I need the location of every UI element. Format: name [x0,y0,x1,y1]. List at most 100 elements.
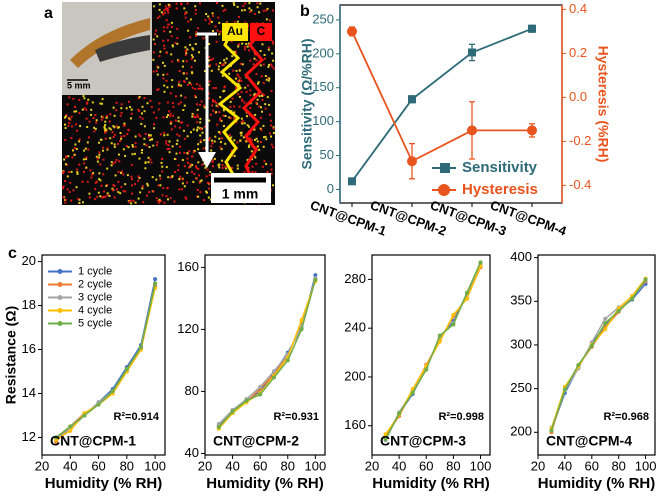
x-axis-label: Humidity (% RH) [538,475,656,492]
eds-dot [215,101,218,104]
eds-dot [152,70,155,73]
eds-dot [157,88,160,91]
eds-dot [243,122,246,125]
eds-dot [118,153,120,156]
eds-dot [272,146,275,149]
eds-dot [197,168,200,170]
eds-dot [210,145,213,148]
y-tick-label: 120 [177,321,199,336]
eds-dot [171,102,174,105]
eds-dot [211,142,214,145]
series-line [550,283,647,430]
eds-dot [209,64,212,67]
marker [437,339,442,344]
eds-dot [167,176,170,179]
eds-dot [221,164,224,167]
eds-dot [171,45,174,48]
eds-dot [127,129,130,132]
r-squared: R²=0.968 [603,411,649,423]
eds-dot [181,121,184,124]
x-tick-label: 100 [304,458,326,473]
series-line [218,278,317,425]
eds-dot [156,88,159,91]
eds-dot [218,166,221,169]
eds-dot [146,184,149,187]
eds-dot [176,133,179,136]
eds-dot [194,59,196,62]
eds-dot [119,114,122,117]
marker [216,425,221,430]
eds-dot [65,156,68,159]
eds-dot [238,95,241,98]
eds-dot [124,190,127,193]
eds-dot [221,64,224,67]
marker [138,345,143,350]
eds-dot [211,139,213,142]
eds-dot [119,132,122,134]
y-tick-label: 100 [312,113,334,128]
eds-dot [138,157,141,160]
eds-dot [75,186,78,189]
marker [528,24,536,33]
eds-dot [64,198,67,201]
eds-dot [196,113,199,116]
eds-dot [221,159,224,162]
eds-dot [185,197,188,200]
eds-dot [237,43,240,46]
eds-dot [182,60,185,63]
eds-dot [62,170,65,173]
eds-dot [62,187,64,190]
eds-dot [191,163,194,166]
eds-dot [195,83,198,86]
eds-dot [186,2,189,5]
eds-dot [166,7,169,10]
eds-dot [199,103,202,106]
eds-dot [161,158,164,160]
eds-dot [253,155,256,157]
eds-dot [91,101,94,104]
eds-dot [218,137,221,140]
eds-dot [178,70,181,73]
eds-dot [183,152,186,154]
eds-dot [235,77,237,80]
eds-dot [191,71,193,74]
eds-dot [197,143,200,146]
eds-dot [258,105,261,108]
eds-dot [86,141,89,144]
eds-dot [105,115,108,118]
eds-dot [215,111,218,114]
eds-dot [168,110,171,113]
eds-dot [120,111,123,114]
eds-dot [212,165,214,168]
eds-dot [201,87,204,90]
eds-dot [81,108,84,111]
eds-dot [162,77,165,80]
eds-dot [92,172,95,174]
eds-dot [189,163,192,166]
eds-dot [197,115,200,118]
eds-dot [262,93,265,96]
eds-dot [94,181,97,184]
eds-dot [154,33,157,36]
marker [576,363,581,368]
eds-dot [162,116,165,119]
eds-dot [134,183,137,186]
eds-dot [245,140,248,143]
eds-dot [158,174,161,177]
eds-dot [223,125,225,127]
eds-dot [82,201,84,204]
eds-dot [153,51,155,54]
eds-dot [174,125,177,128]
eds-dot [210,69,213,72]
eds-dot [186,152,189,155]
eds-dot [183,80,186,83]
eds-dot [199,139,202,142]
eds-dot [163,9,166,12]
x-tick-label: 40 [225,458,239,473]
marker [562,387,567,392]
marker [616,308,621,313]
eds-dot [217,16,220,19]
eds-dot [241,99,244,102]
eds-dot [186,135,189,138]
legend-marker [438,184,450,196]
